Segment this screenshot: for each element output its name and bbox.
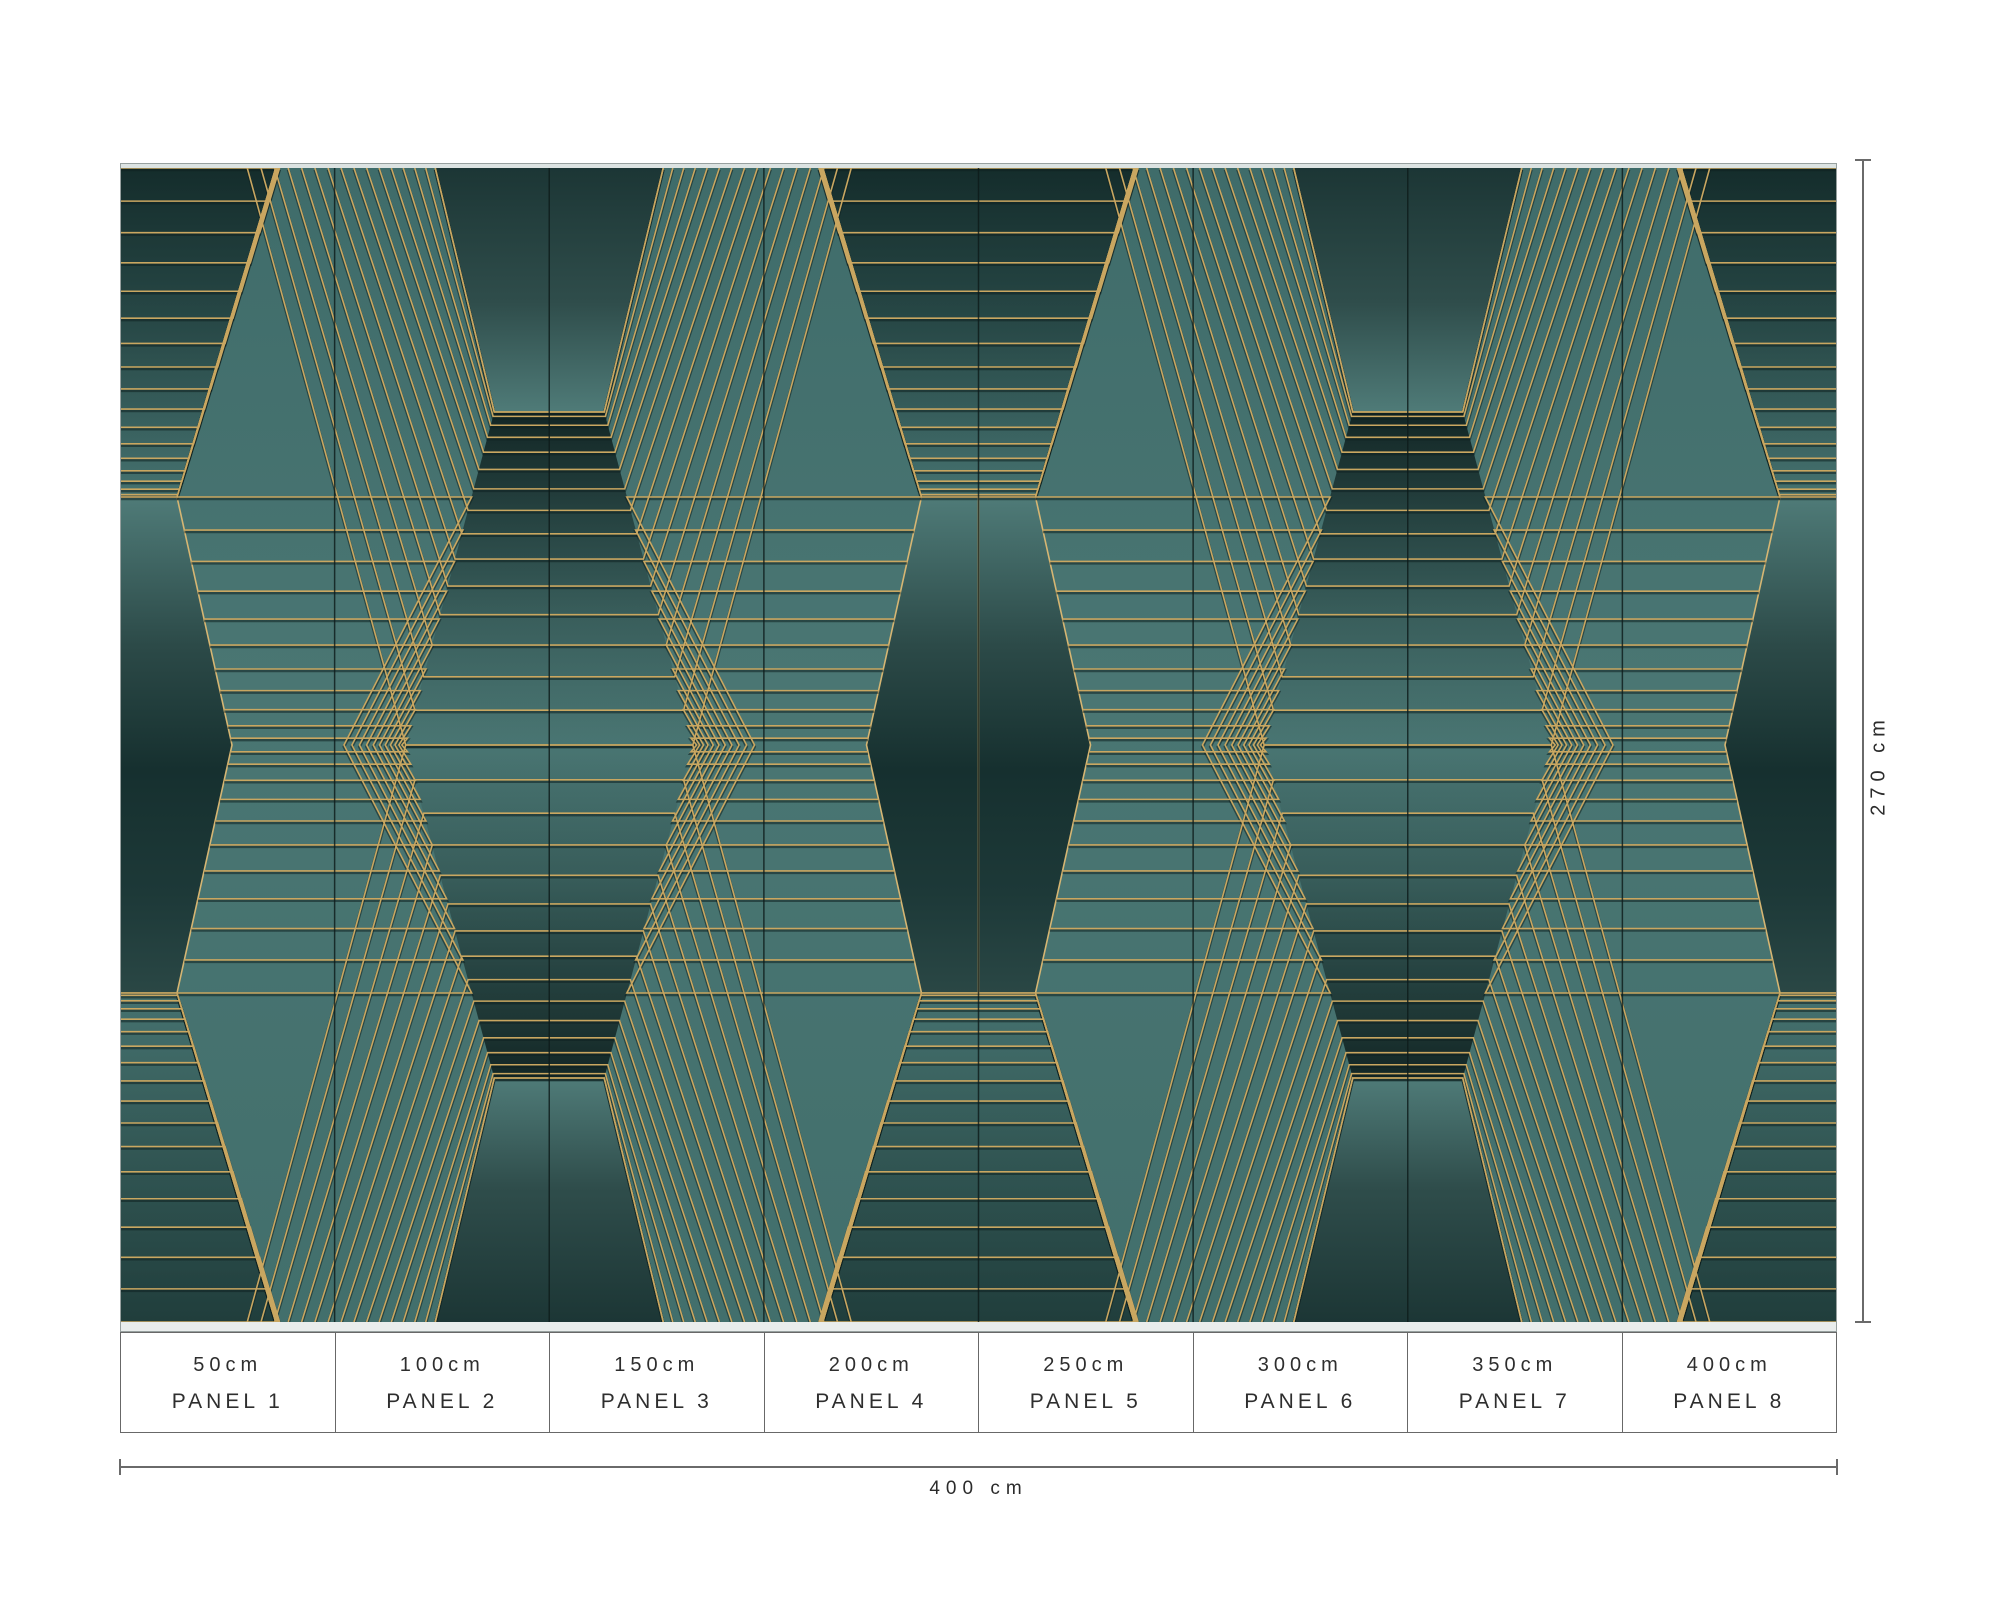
width-dimension-label: 400 cm	[929, 1478, 1028, 1499]
height-dimension-line	[1862, 160, 1864, 1322]
panel-name-label: PANEL 5	[1029, 1389, 1142, 1413]
panel-name-label: PANEL 4	[815, 1389, 928, 1413]
panel-label-cell: 150cm PANEL 3	[549, 1333, 764, 1432]
height-dimension-tick-top	[1855, 159, 1871, 161]
panel-label-cell: 300cm PANEL 6	[1192, 1333, 1408, 1432]
panel-name-label: PANEL 6	[1244, 1389, 1357, 1413]
panel-name-label: PANEL 7	[1458, 1389, 1571, 1413]
panel-name-label: PANEL 1	[171, 1389, 284, 1413]
width-dimension-tick-left	[119, 1459, 121, 1475]
panel-width-label: 100cm	[399, 1353, 485, 1376]
panel-label-row: 50cm PANEL 1 100cm PANEL 2 150cm PANEL 3 200cm…	[120, 1332, 1837, 1433]
panel-label-cell: 100cm PANEL 2	[334, 1333, 550, 1432]
panel-label-cell: 200cm PANEL 4	[763, 1333, 979, 1432]
panel-name-label: PANEL 2	[386, 1389, 499, 1413]
panel-width-label: 300cm	[1257, 1353, 1343, 1376]
panel-width-label: 150cm	[614, 1353, 700, 1376]
wallpaper-pattern	[120, 163, 1837, 1332]
panel-width-label: 250cm	[1043, 1353, 1129, 1376]
panel-width-label: 200cm	[828, 1353, 914, 1376]
panel-label-cell: 50cm PANEL 1	[121, 1333, 335, 1432]
width-dimension-tick-right	[1836, 1459, 1838, 1475]
panel-width-label: 400cm	[1686, 1353, 1772, 1376]
panel-width-label: 50cm	[193, 1353, 263, 1376]
panel-name-label: PANEL 3	[600, 1389, 713, 1413]
panel-label-cell: 250cm PANEL 5	[978, 1333, 1193, 1432]
panel-label-cell: 400cm PANEL 8	[1621, 1333, 1837, 1432]
panel-label-cell: 350cm PANEL 7	[1407, 1333, 1622, 1432]
height-dimension-tick-bottom	[1855, 1321, 1871, 1323]
height-dimension-label: 270 cm	[1867, 714, 1890, 816]
width-dimension-line	[120, 1466, 1837, 1468]
panel-width-label: 350cm	[1472, 1353, 1558, 1376]
panel-name-label: PANEL 8	[1673, 1389, 1786, 1413]
